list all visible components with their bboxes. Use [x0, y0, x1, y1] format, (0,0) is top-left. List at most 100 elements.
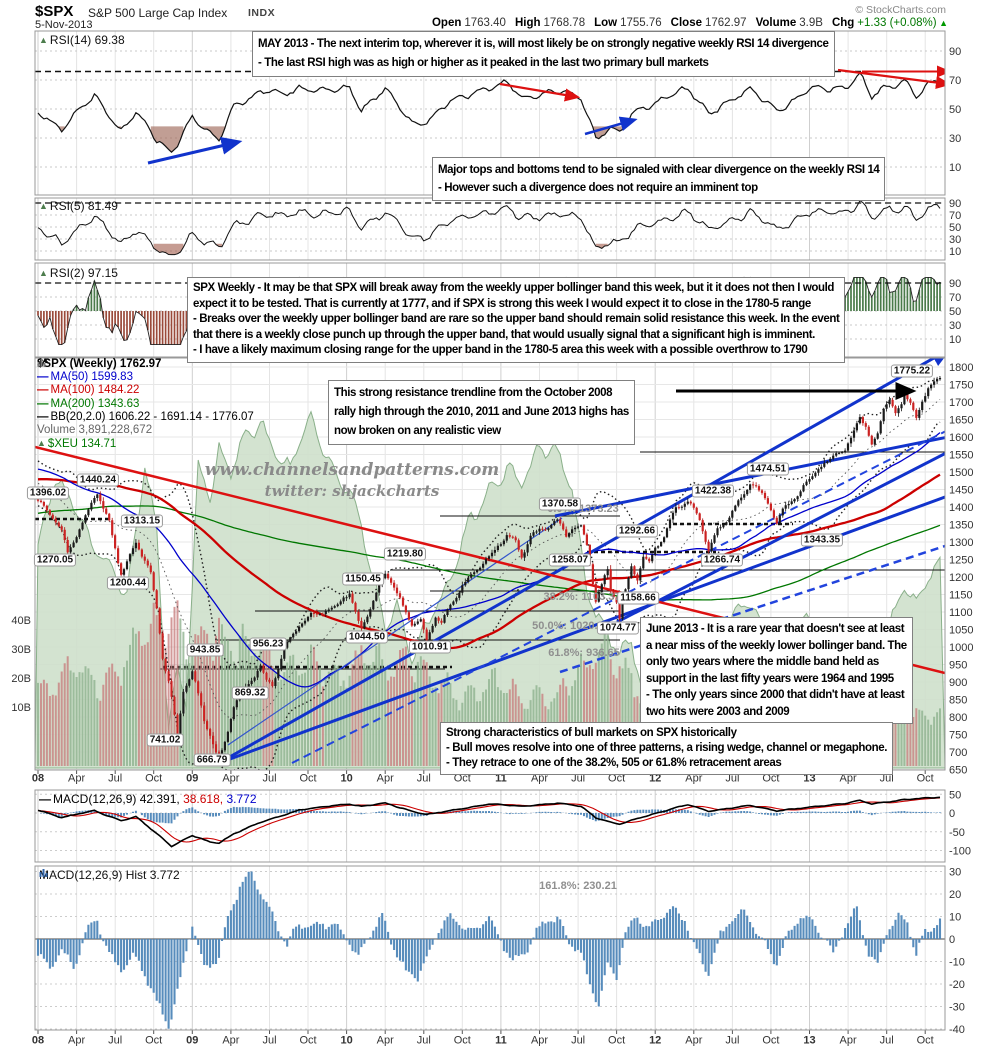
watermark-site: www.channelsandpatterns.com [204, 460, 500, 480]
quote-label: Chg [831, 17, 855, 29]
svg-text:Jul: Jul [880, 773, 894, 785]
svg-text:09: 09 [186, 1035, 198, 1047]
symbol: $SPX [35, 3, 74, 20]
quote-value: 3.9B [799, 17, 823, 29]
indicator-icon: ▲ [39, 35, 48, 45]
line-swatch-icon: — [37, 410, 49, 423]
macd-hist-bars [36, 871, 942, 1029]
annotation-box-1: Major tops and bottoms tend to be signal… [432, 157, 886, 201]
svg-text:Apr: Apr [222, 1035, 239, 1047]
indicator-icon: ▲ [39, 201, 48, 211]
price-callout-label: 1266.74 [700, 553, 744, 567]
area-icon: ▲ [37, 438, 46, 449]
quote-label: High [514, 17, 541, 29]
legend-bb: — BB(20,2.0) 1606.22 - 1691.14 - 1776.07 [37, 411, 254, 424]
line-swatch-icon: — [37, 371, 49, 384]
watermark-twitter: twitter: shjackcharts [264, 482, 440, 500]
price-callout-label: 956.23 [249, 637, 287, 651]
rsi2-legend: ▲ RSI(2) 97.15 [39, 266, 118, 280]
fib-retracement-label: 161.8%: 230.21 [539, 880, 617, 892]
svg-text:Apr: Apr [68, 773, 85, 785]
annotation-line: expect it to be tested. That is currentl… [193, 297, 811, 310]
price-callout-label: 1150.45 [342, 572, 384, 586]
svg-text:-100: -100 [949, 846, 971, 858]
annotation-box-4: June 2013 - It is a rare year that doesn… [640, 617, 913, 724]
rsi14-legend: ▲ RSI(14) 69.38 [39, 33, 125, 47]
line-swatch-icon: — [39, 792, 51, 806]
trendline [227, 517, 563, 746]
rsi-divergence-patch [58, 126, 65, 132]
legend-symbol-text: $SPX (Weekly) 1762.97 [37, 358, 162, 370]
svg-text:1500: 1500 [949, 467, 973, 479]
svg-text:Oct: Oct [145, 1035, 162, 1047]
annotation-line: - Breaks over the weekly upper bollinger… [193, 313, 840, 325]
macd-line [37, 796, 941, 848]
rsi-divergence-patch [150, 126, 184, 153]
svg-text:Jul: Jul [262, 1035, 276, 1047]
quote-label: Volume [755, 17, 797, 29]
quote-label: Open [431, 17, 462, 29]
price-callout-label: 1775.22 [890, 364, 934, 378]
annotation-line: two hits were 2003 and 2009 [646, 705, 790, 718]
legend-ma200: — MA(200) 1343.63 [37, 398, 254, 411]
legend-volume: Volume 3,891,228,672 [37, 359, 254, 437]
fib-retracement-label: 38.2%: 1103.37 [543, 591, 621, 603]
svg-text:10: 10 [949, 162, 961, 174]
annotation-line: MAY 2013 - The next interim top, whereve… [258, 38, 829, 50]
panel-border [34, 789, 946, 863]
price-callout-label: 1292.66 [615, 524, 659, 538]
svg-text:10: 10 [949, 912, 961, 924]
price-panel-legend: $SPX (Weekly) 1762.97 — MA(50) 1599.83 — M… [37, 358, 254, 450]
svg-text:Oct: Oct [454, 773, 471, 785]
svg-text:10B: 10B [11, 702, 31, 714]
svg-text:1450: 1450 [949, 485, 973, 497]
price-callout-label: 943.85 [186, 643, 224, 657]
bollinger-upper-band [37, 376, 941, 667]
annotation-box-0: MAY 2013 - The next interim top, whereve… [252, 31, 835, 77]
svg-text:650: 650 [949, 765, 967, 777]
annotation-line: - The last RSI high was as high or highe… [258, 57, 709, 69]
svg-text:1300: 1300 [949, 537, 973, 549]
exchange-label: INDX [248, 7, 276, 19]
svg-text:1050: 1050 [949, 625, 973, 637]
svg-text:1400: 1400 [949, 502, 973, 514]
legend-xeu-text: $XEU 134.71 [47, 438, 117, 451]
annotation-arrow [837, 68, 945, 90]
ma200-line [37, 505, 941, 601]
rsi5-panel [35, 199, 945, 256]
legend-ma50: — MA(50) 1599.83 [37, 371, 254, 384]
legend-xeu: ▲ $XEU 134.71 [37, 437, 254, 450]
svg-text:90: 90 [949, 198, 961, 210]
volume-bars-icon [37, 359, 46, 367]
ma50-line [37, 432, 941, 688]
annotation-line: This strong resistance trendline from th… [334, 387, 613, 399]
price-callout-label: 1074.77 [596, 621, 640, 635]
legend-ma100-text: MA(100) 1484.22 [50, 384, 140, 397]
annotation-line: rally high through the 2010, 2011 and Ju… [334, 406, 629, 418]
annotation-line: only two years where the middle band hel… [646, 656, 879, 668]
annotation-box-2: SPX Weekly - It may be that SPX will bre… [187, 277, 846, 363]
svg-text:Jul: Jul [108, 1035, 122, 1047]
svg-text:-30: -30 [949, 1002, 965, 1014]
price-callout-label: 1313.15 [120, 514, 164, 528]
rsi2-legend-text: RSI(2) 97.15 [49, 266, 118, 280]
price-callout-label: 1200.44 [106, 576, 150, 590]
svg-text:Apr: Apr [377, 1035, 394, 1047]
svg-text:50: 50 [949, 306, 961, 318]
svg-text:1600: 1600 [949, 432, 973, 444]
svg-text:12: 12 [649, 1035, 661, 1047]
svg-text:Jul: Jul [417, 773, 431, 785]
annotation-box-3: This strong resistance trendline from th… [328, 380, 635, 445]
panel-background [35, 198, 945, 260]
svg-text:10: 10 [949, 246, 961, 258]
macd-legend-hist: 3.772 [226, 792, 257, 806]
fib-retracement-label: 61.8%: 936.65 [548, 647, 620, 659]
svg-text:850: 850 [949, 695, 967, 707]
annotation-box-5: Strong characteristics of bull markets o… [440, 722, 894, 775]
price-callout-label: 1270.05 [33, 553, 77, 567]
svg-text:08: 08 [32, 1035, 44, 1047]
quote-label: Low [594, 17, 618, 29]
svg-text:Oct: Oct [917, 1035, 934, 1047]
quote-value: 1755.76 [620, 17, 662, 29]
copyright: © StockCharts.com [855, 4, 946, 16]
